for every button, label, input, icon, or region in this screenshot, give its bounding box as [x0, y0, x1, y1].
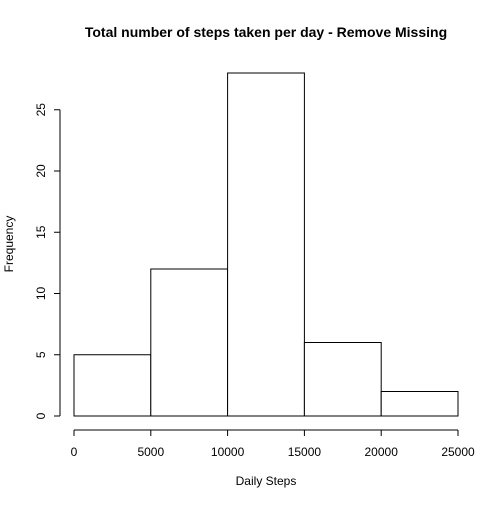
x-axis: 0 5000 10000 15000 20000 25000	[71, 430, 475, 459]
x-tick-label-3: 15000	[288, 445, 322, 459]
x-tick-label-0: 0	[71, 445, 78, 459]
histogram-bar-3	[304, 343, 381, 417]
histogram-bar-4	[381, 392, 458, 417]
y-tick-label-5: 25	[34, 103, 48, 117]
x-tick-label-4: 20000	[365, 445, 399, 459]
y-axis-label: Frequency	[2, 216, 16, 273]
y-tick-label-4: 20	[34, 164, 48, 178]
y-tick-label-2: 10	[34, 287, 48, 301]
histogram-bar-1	[151, 269, 228, 416]
y-tick-label-3: 15	[34, 225, 48, 239]
y-tick-label-1: 5	[34, 351, 48, 358]
histogram-bar-0	[74, 355, 151, 416]
x-tick-label-1: 5000	[137, 445, 164, 459]
y-axis: 0 5 10 15 20 25	[34, 103, 60, 420]
x-tick-label-2: 10000	[211, 445, 245, 459]
histogram-bar-2	[228, 73, 305, 416]
chart-title: Total number of steps taken per day - Re…	[85, 24, 447, 40]
y-tick-label-0: 0	[34, 412, 48, 419]
bars-group	[74, 73, 458, 416]
x-axis-label: Daily Steps	[236, 474, 297, 488]
x-tick-label-5: 25000	[441, 445, 475, 459]
